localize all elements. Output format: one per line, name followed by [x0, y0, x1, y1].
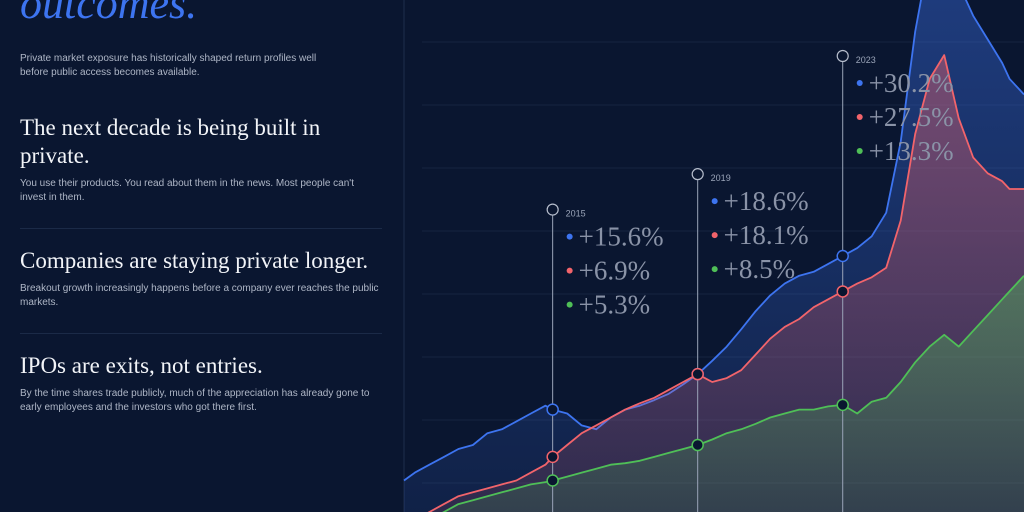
marker-point-blue: [836, 249, 849, 263]
marker-value-green: +8.5%: [724, 254, 795, 284]
section-title: Companies are staying private longer.: [20, 248, 369, 273]
section-body: You use their products. You read about t…: [20, 178, 354, 203]
legend-dot-green: [566, 301, 573, 308]
marker-point-green: [836, 398, 849, 412]
series-line-blue: [403, 0, 1024, 482]
legend-dot-blue: [856, 80, 863, 86]
section-body: By the time shares trade publicly, much …: [20, 388, 370, 413]
series-area-red: [404, 55, 1024, 512]
marker-value-green: +5.3%: [579, 290, 650, 320]
section-divider: [20, 228, 382, 229]
section-divider: [20, 333, 382, 334]
marker-value-red: +27.5%: [869, 102, 954, 132]
legend-dot-blue: [566, 233, 573, 240]
marker-point-green: [691, 438, 704, 452]
section-title: IPOs are exits, not entries.: [20, 353, 263, 378]
legend-dot-red: [856, 114, 863, 120]
marker-top-circle-2019: [691, 168, 704, 181]
marker-point-green: [546, 474, 559, 487]
marker-value-red: +6.9%: [579, 256, 650, 286]
section-ipos-exits: IPOs are exits, not entries. By the time…: [20, 352, 382, 415]
section-body: Breakout growth increasingly happens bef…: [20, 283, 379, 308]
legend-dot-green: [711, 266, 718, 273]
marker-point-blue: [546, 403, 559, 416]
hero-title: outcomes.: [20, 0, 198, 28]
series-line-red: [427, 54, 1024, 512]
series-line-green: [442, 275, 1024, 512]
marker-year-label-2019: 2019: [711, 173, 731, 183]
marker-value-green: +13.3%: [869, 136, 954, 166]
marker-year-label-2023: 2023: [856, 55, 876, 65]
legend-dot-green: [856, 148, 863, 154]
marker-top-circle-2023: [836, 49, 849, 63]
marker-value-blue: +30.2%: [869, 68, 954, 98]
marker-point-red: [546, 450, 559, 464]
marker-point-red: [691, 367, 704, 381]
legend-dot-red: [711, 232, 718, 239]
marker-value-red: +18.1%: [724, 220, 809, 250]
marker-value-blue: +15.6%: [579, 222, 664, 252]
marker-point-red: [836, 285, 849, 298]
section-staying-private: Companies are staying private longer. Br…: [20, 247, 382, 310]
intro-text: Private market exposure has historically…: [20, 53, 317, 78]
legend-dot-blue: [711, 198, 718, 205]
marker-year-label-2015: 2015: [566, 209, 586, 219]
marker-top-circle-2015: [546, 203, 559, 216]
series-area-green: [404, 275, 1024, 512]
section-next-decade: The next decade is being built in privat…: [20, 114, 382, 205]
marker-value-blue: +18.6%: [724, 186, 809, 216]
section-title: The next decade is being built in privat…: [20, 115, 321, 168]
legend-dot-red: [566, 267, 573, 274]
